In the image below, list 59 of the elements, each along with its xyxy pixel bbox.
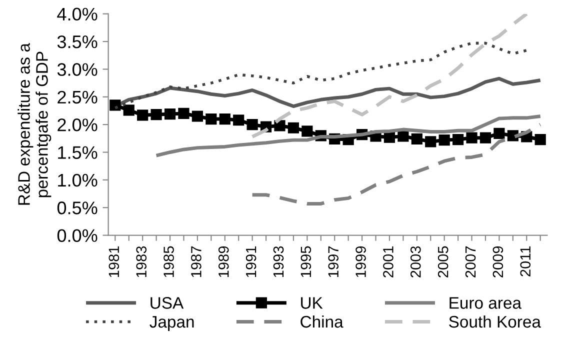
x-tick-label: 2005 — [438, 246, 448, 278]
x-tick-label: 1991 — [246, 246, 256, 278]
point — [534, 134, 546, 146]
point — [233, 114, 244, 126]
point — [384, 132, 396, 143]
point — [178, 108, 190, 120]
line-series — [250, 122, 542, 206]
legend-label: Euro area — [450, 297, 522, 309]
point — [411, 133, 422, 145]
y-tick-label: 3.0% — [57, 63, 98, 76]
x-tick-label: 2001 — [383, 246, 394, 278]
y-tick-label: 0.0% — [57, 229, 98, 242]
x-tick-label: 1981 — [108, 246, 120, 278]
y-tick-label: 1.5% — [58, 146, 98, 159]
point — [192, 110, 204, 122]
point — [438, 134, 450, 146]
y-tick-label: 2.0% — [58, 118, 98, 132]
y-tick-label: 0.5% — [57, 202, 98, 214]
point — [452, 134, 464, 146]
line-series — [250, 14, 528, 138]
x-tick-label: 1987 — [191, 246, 202, 278]
point — [137, 110, 148, 121]
point — [206, 113, 217, 125]
point — [425, 136, 436, 148]
point — [288, 122, 300, 134]
point — [274, 120, 286, 132]
x-tick-label: 1983 — [136, 246, 147, 278]
line-series — [154, 114, 542, 158]
point — [466, 132, 478, 144]
x-tick-label: 2007 — [465, 246, 476, 278]
y-tick-label: 2.5% — [58, 90, 98, 104]
legend-label: South Korea — [449, 315, 541, 328]
x-tick-label: 2009 — [492, 246, 504, 278]
point — [302, 126, 313, 137]
x-tick-label: 1999 — [356, 246, 366, 278]
point — [123, 104, 134, 116]
legend-label: Japan — [150, 316, 194, 331]
x-tick-label: 1997 — [328, 246, 339, 278]
x-tick-label: 2011 — [520, 246, 531, 276]
legend-label: USA — [150, 297, 184, 309]
point — [246, 119, 258, 130]
x-tick-label: 1995 — [300, 246, 312, 278]
x-tick-label: 1989 — [218, 246, 229, 278]
y-tick-label: 3.5% — [57, 35, 98, 48]
legend-label: China — [300, 315, 344, 328]
x-tick-label: 2003 — [410, 246, 421, 278]
point — [110, 100, 121, 111]
point — [398, 130, 409, 142]
legend-label: UK — [301, 297, 323, 309]
point — [150, 109, 162, 120]
y-tick-label: 1.0% — [58, 174, 98, 187]
y-tick-label: 4.0% — [57, 8, 98, 21]
point — [494, 128, 505, 139]
point — [480, 132, 492, 144]
point — [219, 113, 230, 125]
point — [164, 108, 176, 120]
y-axis-title: R&D expenditure as a percentgafe of GDP — [18, 43, 52, 205]
x-tick-label: 1993 — [273, 246, 284, 278]
x-tick-label: 1985 — [164, 246, 174, 278]
